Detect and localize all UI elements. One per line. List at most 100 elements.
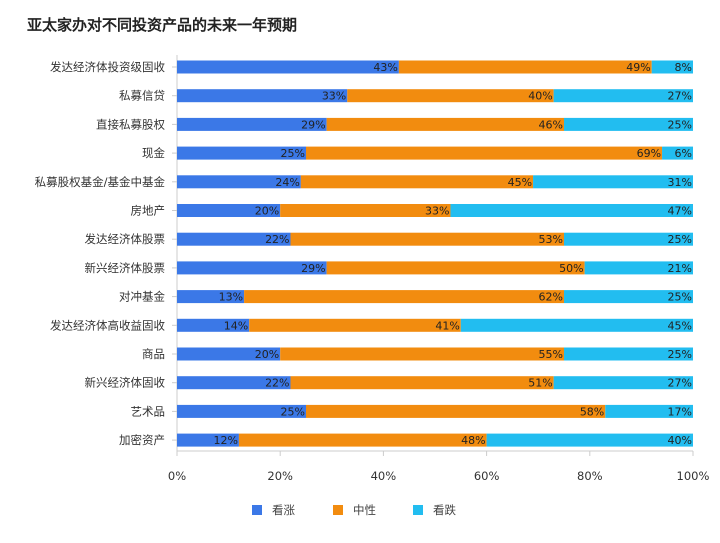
x-tick-label: 60% bbox=[474, 469, 500, 483]
bar-segment bbox=[177, 347, 281, 361]
data-label: 45% bbox=[668, 319, 692, 332]
x-tick-label: 20% bbox=[267, 469, 293, 483]
category-label: 商品 bbox=[142, 347, 165, 361]
data-label: 48% bbox=[461, 434, 485, 447]
data-label: 25% bbox=[281, 147, 305, 160]
bar-segment bbox=[300, 175, 534, 189]
bar-segment bbox=[244, 290, 564, 304]
bar-segment bbox=[177, 89, 348, 103]
legend-label: 看涨 bbox=[272, 503, 295, 517]
data-label: 13% bbox=[219, 291, 243, 304]
category-label: 发达经济体投资级固收 bbox=[50, 60, 165, 74]
bar-segment bbox=[450, 204, 693, 217]
legend-label: 看跌 bbox=[433, 503, 456, 517]
legend-label: 中性 bbox=[353, 503, 376, 517]
bar-segment bbox=[564, 232, 693, 246]
bar-segment bbox=[238, 433, 487, 447]
data-label: 25% bbox=[668, 118, 692, 131]
bar-segment bbox=[651, 60, 693, 74]
data-label: 47% bbox=[668, 205, 692, 218]
bar-segment bbox=[306, 146, 663, 160]
bar-segment bbox=[177, 261, 327, 275]
data-label: 22% bbox=[265, 377, 289, 390]
data-label: 25% bbox=[668, 291, 692, 304]
bar-segment bbox=[533, 175, 693, 189]
data-label: 20% bbox=[255, 205, 279, 218]
data-label: 12% bbox=[213, 434, 237, 447]
bar-segment bbox=[564, 347, 693, 361]
bar-segment bbox=[460, 318, 693, 332]
chart-title: 亚太家办对不同投资产品的未来一年预期 bbox=[27, 16, 298, 34]
bar-segment bbox=[564, 290, 693, 304]
category-label: 私募股权基金/基金中基金 bbox=[35, 175, 166, 189]
bar-segment bbox=[398, 60, 652, 74]
data-label: 33% bbox=[322, 90, 346, 103]
bar-segment bbox=[662, 146, 693, 160]
data-label: 20% bbox=[255, 348, 279, 361]
category-label: 发达经济体股票 bbox=[85, 232, 166, 246]
data-label: 40% bbox=[668, 434, 692, 447]
bar-segment bbox=[290, 232, 564, 246]
data-label: 25% bbox=[281, 405, 305, 418]
bar-segment bbox=[486, 433, 693, 447]
data-label: 22% bbox=[265, 233, 289, 246]
bar-segment bbox=[290, 376, 554, 390]
bar-segment bbox=[177, 60, 399, 74]
category-label: 发达经济体高收益固收 bbox=[50, 318, 165, 332]
bar-segment bbox=[584, 261, 693, 275]
data-label: 58% bbox=[580, 405, 604, 418]
data-label: 50% bbox=[559, 262, 583, 275]
data-label: 49% bbox=[626, 61, 650, 74]
legend-swatch bbox=[333, 505, 343, 515]
category-label: 直接私募股权 bbox=[96, 117, 165, 131]
category-label: 房地产 bbox=[131, 204, 166, 218]
data-label: 33% bbox=[425, 205, 449, 218]
legend-swatch bbox=[413, 505, 423, 515]
bar-segment bbox=[564, 117, 693, 131]
category-label: 对冲基金 bbox=[119, 290, 165, 304]
bar-segment bbox=[177, 232, 291, 246]
bar-segment bbox=[326, 117, 564, 131]
bar-segment bbox=[605, 404, 693, 418]
data-label: 8% bbox=[675, 61, 692, 74]
data-label: 45% bbox=[508, 176, 532, 189]
bar-segment bbox=[326, 261, 585, 275]
x-tick-label: 40% bbox=[371, 469, 397, 483]
bar-segment bbox=[347, 89, 554, 103]
category-label: 私募信贷 bbox=[119, 89, 165, 103]
bar-segment bbox=[177, 204, 281, 217]
data-label: 14% bbox=[224, 319, 248, 332]
bar-segment bbox=[553, 89, 693, 103]
category-label: 现金 bbox=[142, 146, 165, 160]
category-label: 新兴经济体股票 bbox=[85, 261, 166, 275]
bar-segment bbox=[280, 204, 451, 217]
data-label: 25% bbox=[668, 348, 692, 361]
data-label: 17% bbox=[668, 405, 692, 418]
bar-segment bbox=[177, 433, 239, 447]
category-label: 加密资产 bbox=[119, 433, 165, 447]
data-label: 53% bbox=[539, 233, 563, 246]
bar-segment bbox=[177, 117, 327, 131]
legend-swatch bbox=[252, 505, 262, 515]
data-label: 24% bbox=[275, 176, 299, 189]
bar-segment bbox=[177, 290, 245, 304]
data-label: 41% bbox=[435, 319, 459, 332]
bar-segment bbox=[306, 404, 606, 418]
data-label: 40% bbox=[528, 90, 552, 103]
bar-segment bbox=[280, 347, 564, 361]
data-label: 46% bbox=[539, 118, 563, 131]
data-label: 27% bbox=[668, 377, 692, 390]
bar-segment bbox=[177, 318, 250, 332]
category-label: 新兴经济体固收 bbox=[85, 376, 166, 390]
bar-segment bbox=[553, 376, 693, 390]
data-label: 29% bbox=[301, 118, 325, 131]
x-tick-label: 0% bbox=[168, 469, 186, 483]
bar-segment bbox=[177, 404, 306, 418]
bar-segment bbox=[177, 376, 291, 390]
data-label: 25% bbox=[668, 233, 692, 246]
data-label: 62% bbox=[539, 291, 563, 304]
bar-segment bbox=[177, 146, 306, 160]
bar-segment bbox=[177, 175, 301, 189]
